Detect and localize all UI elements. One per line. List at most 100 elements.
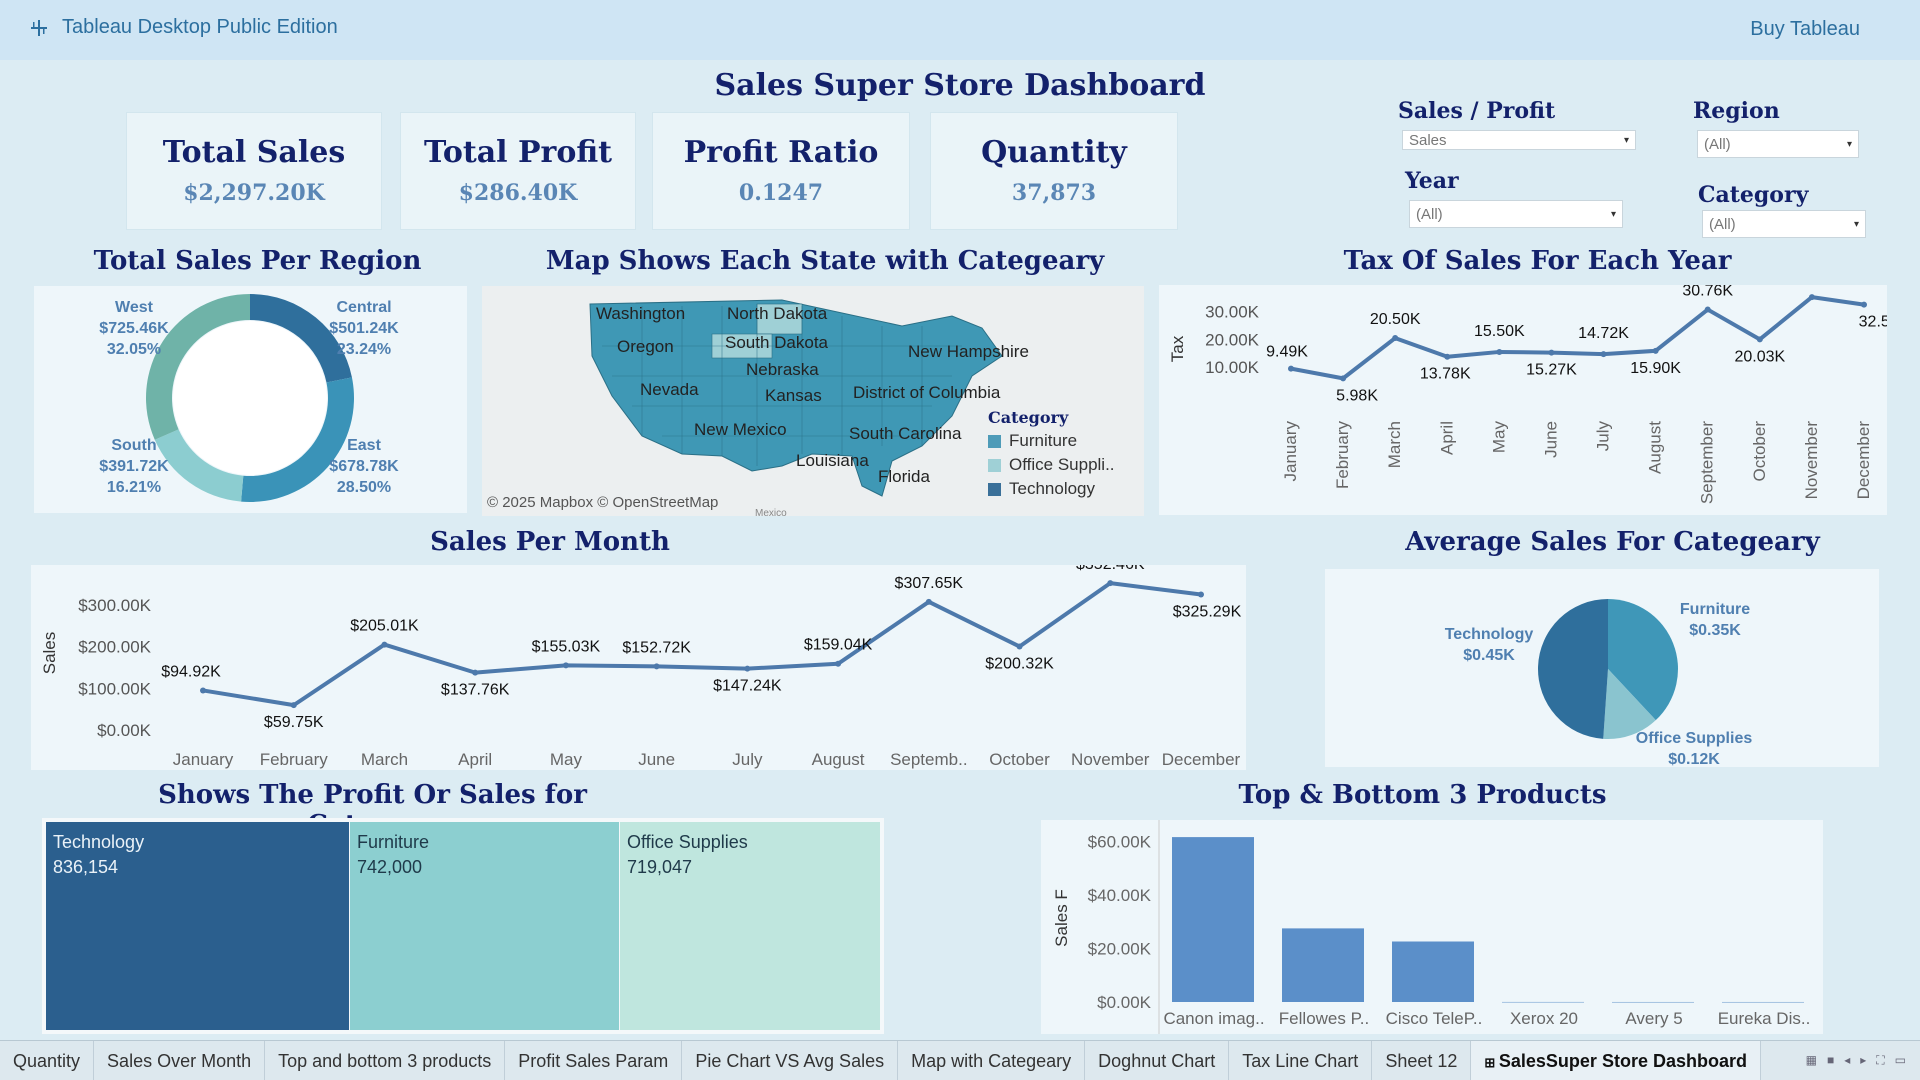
data-label: 32.53K [1859,314,1887,331]
x-tick-label: Eureka Dis.. [1718,1009,1811,1028]
tab-sheet-12[interactable]: Sheet 12 [1372,1040,1472,1080]
kpi-value: 0.1247 [738,180,824,206]
map-attribution[interactable]: © 2025 Mapbox © OpenStreetMap [487,494,719,511]
top-section-title: Top & Bottom 3 Products [1238,780,1607,810]
map-label-kansas: Kansas [765,386,822,405]
tab-tax-line-chart[interactable]: Tax Line Chart [1229,1040,1373,1080]
map-label-new-hampshire: New Hampshire [908,342,1029,361]
dashboard-title: Sales Super Store Dashboard [714,68,1206,103]
donut-category-label: East [347,437,381,454]
donut-value-label: $678.78K [329,458,399,475]
series-point [744,665,751,672]
x-tick-label: June [1541,421,1560,458]
next-sheet-icon[interactable]: ▸ [1860,1053,1867,1067]
data-label: $205.01K [350,618,419,635]
prev-sheet-icon[interactable]: ◂ [1844,1053,1851,1067]
x-tick-label: May [1489,421,1508,454]
x-tick-label: January [1281,421,1300,482]
legend-item-office-supplies[interactable]: Office Suppli.. [988,455,1115,475]
y-tick-label: $20.00K [1088,939,1152,958]
app-header: Tableau Desktop Public Edition Buy Table… [0,0,1920,60]
month-section-title: Sales Per Month [430,527,670,557]
tab-quantity[interactable]: Quantity [0,1040,95,1080]
tab-top-bottom-products[interactable]: Top and bottom 3 products [265,1040,506,1080]
category-dropdown[interactable]: (All) ▾ [1702,210,1866,238]
series-point [925,598,932,605]
data-label: $59.75K [264,714,324,731]
series-point [1704,306,1711,313]
avg-section-title: Average Sales For Categeary [1405,527,1820,557]
legend-label: Office Suppli.. [1009,455,1115,474]
series-point [1198,591,1204,598]
tab-dashboard[interactable]: ⊞ SalesSuper Store Dashboard [1471,1040,1761,1080]
app-title: Tableau Desktop Public Edition [62,16,338,38]
region-donut-panel: Central $501.24K 23.24% East $678.78K 28.50% S… [34,286,467,513]
x-tick-label: November [1071,750,1150,769]
y-tick-label: $300.00K [78,596,151,615]
x-tick-label: July [732,750,763,769]
filmstrip-icon[interactable]: ■ [1826,1053,1835,1067]
tab-sales-over-month[interactable]: Sales Over Month [94,1040,266,1080]
y-tick-label: $0.00K [97,721,152,740]
filter-year-label: Year [1405,168,1459,194]
map-label-florida: Florida [878,467,930,486]
treemap-cell-office-supplies[interactable]: Office Supplies 719,047 [620,822,880,1030]
y-axis-label: Tax [1168,335,1187,362]
chevron-down-icon: ▾ [1610,208,1616,220]
treemap-cell-furniture[interactable]: Furniture 742,000 [350,822,619,1030]
map-label-mexico: Mexico [755,508,787,516]
y-tick-label: 20.00K [1205,330,1260,349]
top-bottom-bar-chart: $0.00K $20.00K $40.00K $60.00K Sales F Canon … [1052,820,1811,1034]
legend-item-furniture[interactable]: Furniture [988,431,1115,451]
map-label-north-dakota: North Dakota [727,304,828,323]
x-tick-label: March [361,750,408,769]
kpi-value: $286.40K [458,180,578,206]
legend-swatch [988,458,1001,472]
data-label: $94.92K [161,663,221,680]
fullscreen-icon[interactable]: ⛶ [1876,1053,1885,1067]
treemap-cell-technology[interactable]: Technology 836,154 [46,822,349,1030]
map-label-oregon: Oregon [617,337,674,356]
legend-item-technology[interactable]: Technology [988,479,1115,499]
data-label: $352.46K [1076,565,1145,573]
bar [1612,1001,1694,1003]
treemap-cell-value: 836,154 [53,857,119,877]
region-dropdown[interactable]: (All) ▾ [1697,130,1859,158]
series-line [202,581,1202,708]
data-label: 9.49K [1266,344,1308,361]
pie-slice-furniture [1608,599,1678,721]
state-borders [602,304,962,466]
kpi-label: Quantity [981,135,1127,170]
tab-map-category[interactable]: Map with Categeary [898,1040,1086,1080]
x-tick-label: Fellowes P.. [1279,1009,1369,1028]
present-icon[interactable]: ▭ [1894,1053,1906,1067]
y-tick-label: $0.00K [1097,993,1152,1012]
data-label: $325.29K [1173,603,1242,620]
kpi-label: Total Sales [162,135,346,170]
treemap-cell-label: Office Supplies [627,832,748,852]
kpi-label: Profit Ratio [683,135,879,170]
series-line [1290,295,1865,381]
series-point [1340,375,1347,382]
buy-tableau-link[interactable]: Buy Tableau [1750,18,1860,40]
y-tick-label: $100.00K [78,679,151,698]
x-tick-label: February [1333,421,1352,490]
series-point [1444,353,1451,360]
pie-value-label: $0.45K [1463,647,1515,664]
tab-profit-sales-param[interactable]: Profit Sales Param [505,1040,683,1080]
map-label-south-carolina: South Carolina [849,424,962,443]
sales-profit-dropdown[interactable]: Sales ▾ [1402,130,1636,150]
series-point [1392,335,1399,342]
legend-label: Technology [1009,479,1096,498]
donut-slice-east [241,377,354,502]
series-point [472,669,479,676]
year-dropdown[interactable]: (All) ▾ [1409,200,1623,228]
tab-doughnut-chart[interactable]: Doghnut Chart [1085,1040,1230,1080]
donut-percent-label: 28.50% [337,479,391,496]
grid-view-icon[interactable]: ▦ [1805,1053,1817,1067]
tab-pie-vs-avg[interactable]: Pie Chart VS Avg Sales [682,1040,899,1080]
tab-label: SalesSuper Store Dashboard [1498,1050,1747,1071]
data-label: $307.65K [895,575,964,592]
x-tick-label: March [1385,421,1404,468]
series-point [1496,348,1503,355]
